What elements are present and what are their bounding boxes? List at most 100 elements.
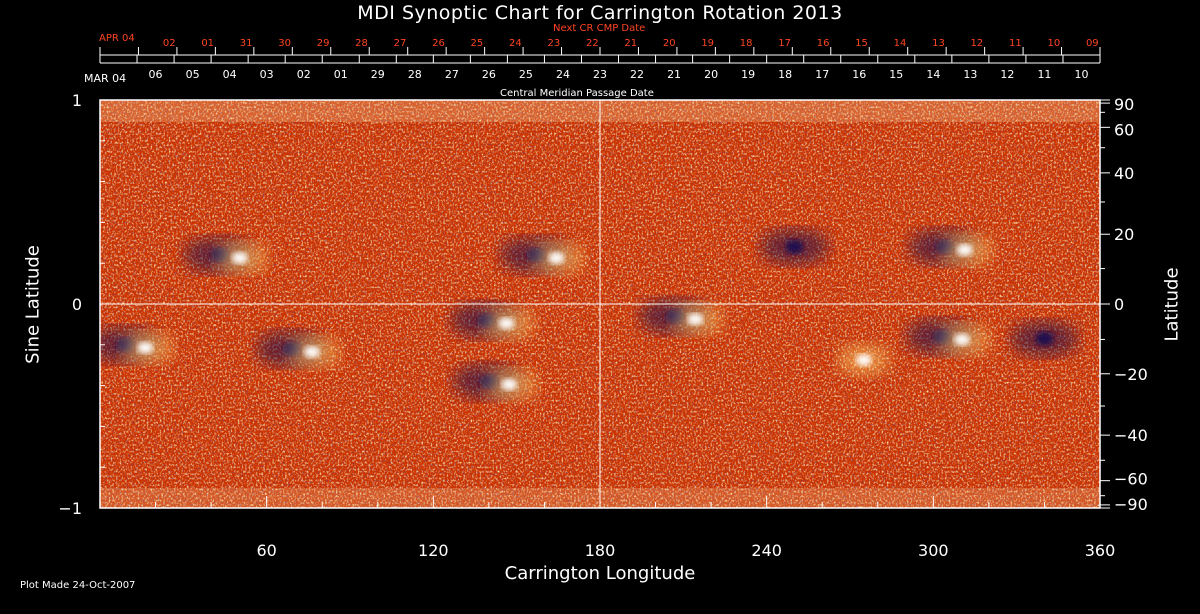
cmp-axis-label: Central Meridian Passage Date — [500, 88, 654, 99]
active-region — [500, 237, 585, 275]
next-cr-date: 30 — [278, 38, 291, 49]
y-tick-label-right: 90 — [1114, 95, 1134, 114]
active-region — [256, 330, 340, 368]
positive-spot — [954, 333, 970, 346]
positive-spot — [498, 317, 515, 330]
positive-spot — [501, 378, 518, 391]
active-region — [906, 318, 990, 356]
y-tick-label-right: 20 — [1114, 225, 1134, 244]
active-region — [760, 228, 829, 265]
active-region — [183, 237, 268, 275]
cmp-date: 12 — [1000, 68, 1014, 81]
cmp-date: 24 — [556, 68, 570, 81]
x-axis-label: Carrington Longitude — [504, 563, 696, 584]
active-region — [450, 302, 535, 340]
next-cr-date: 24 — [509, 38, 522, 49]
plot-date: Plot Made 24-Oct-2007 — [20, 580, 136, 591]
next-cr-date: 31 — [240, 38, 253, 49]
cmp-date: 17 — [815, 68, 829, 81]
next-cr-date: 23 — [547, 38, 560, 49]
cmp-date: 02 — [297, 68, 311, 81]
x-tick-label: 120 — [418, 541, 449, 560]
next-cr-cmp-label: Next CR CMP Date — [553, 23, 646, 34]
y-tick-label-right: −20 — [1114, 365, 1148, 384]
y-axis-label-right: Latitude — [1161, 267, 1183, 342]
cmp-date: 23 — [593, 68, 607, 81]
next-cr-date: 13 — [932, 38, 945, 49]
cmp-date: 11 — [1037, 68, 1051, 81]
cmp-date: 14 — [926, 68, 940, 81]
x-tick-label: 360 — [1085, 541, 1116, 560]
cmp-date: 19 — [741, 68, 755, 81]
next-cr-date: 19 — [701, 38, 714, 49]
y-tick-label-right: 40 — [1114, 164, 1134, 183]
cmp-date: 10 — [1074, 68, 1088, 81]
y-tick-label-left: 0 — [72, 295, 82, 314]
positive-spot — [231, 252, 248, 265]
active-region — [1010, 320, 1079, 357]
active-region — [100, 326, 174, 364]
y-axis-label-left: Sine Latitude — [22, 245, 44, 364]
positive-spot — [687, 313, 704, 326]
next-cr-date: 20 — [663, 38, 676, 49]
negative-spot — [785, 239, 804, 254]
positive-spot — [137, 341, 154, 354]
cmp-date: 26 — [482, 68, 496, 81]
next-cr-date: 15 — [855, 38, 868, 49]
next-cr-date: 22 — [586, 38, 599, 49]
next-cr-date: 01 — [201, 38, 214, 49]
next-cr-date: 02 — [163, 38, 176, 49]
active-region — [837, 344, 890, 377]
active-region — [453, 363, 538, 401]
mar-start-label: MAR 04 — [84, 72, 127, 85]
cmp-date: 01 — [334, 68, 348, 81]
next-cr-date: 27 — [394, 38, 407, 49]
positive-spot — [548, 252, 565, 265]
active-regions — [100, 228, 1079, 401]
active-region — [639, 298, 724, 336]
cmp-date: 15 — [889, 68, 903, 81]
positive-spot — [855, 354, 872, 367]
cmp-date: 06 — [149, 68, 163, 81]
next-cr-date: 11 — [1009, 38, 1022, 49]
next-cr-date: 26 — [432, 38, 445, 49]
cmp-date: 22 — [630, 68, 644, 81]
next-cr-date: 14 — [894, 38, 907, 49]
cmp-date: 13 — [963, 68, 977, 81]
cmp-date: 28 — [408, 68, 422, 81]
x-tick-label: 180 — [585, 541, 616, 560]
positive-spot — [956, 243, 973, 256]
y-tick-label-right: 60 — [1114, 120, 1134, 139]
cmp-date: 21 — [667, 68, 681, 81]
next-cr-date: 29 — [317, 38, 330, 49]
x-tick-label: 300 — [918, 541, 949, 560]
next-cr-date: 16 — [817, 38, 830, 49]
next-cr-date: 17 — [778, 38, 791, 49]
cmp-date: 20 — [704, 68, 718, 81]
next-cr-date: 12 — [971, 38, 984, 49]
y-tick-label-right: −40 — [1114, 426, 1148, 445]
next-cr-date: 21 — [624, 38, 637, 49]
cmp-date: 03 — [260, 68, 274, 81]
cmp-date: 27 — [445, 68, 459, 81]
y-tick-label-right: 0 — [1114, 295, 1124, 314]
active-region — [908, 228, 993, 266]
positive-spot — [304, 345, 320, 358]
apr-start-label: APR 04 — [99, 33, 135, 44]
y-tick-label-right: −90 — [1114, 495, 1148, 514]
next-cr-date: 09 — [1086, 38, 1099, 49]
x-tick-label: 240 — [751, 541, 782, 560]
y-tick-label-left: 1 — [72, 91, 82, 110]
next-cr-date: 28 — [355, 38, 368, 49]
chart-title: MDI Synoptic Chart for Carrington Rotati… — [357, 2, 843, 24]
cmp-date: 25 — [519, 68, 533, 81]
y-tick-label-right: −60 — [1114, 470, 1148, 489]
axes: 60 120 180 240 300 36010−1906040200−20−40−60−… — [58, 38, 1147, 560]
cmp-date: 05 — [186, 68, 200, 81]
y-tick-label-left: −1 — [58, 499, 82, 518]
next-cr-date: 25 — [471, 38, 484, 49]
x-tick-label: 60 — [256, 541, 276, 560]
cmp-date: 29 — [371, 68, 385, 81]
